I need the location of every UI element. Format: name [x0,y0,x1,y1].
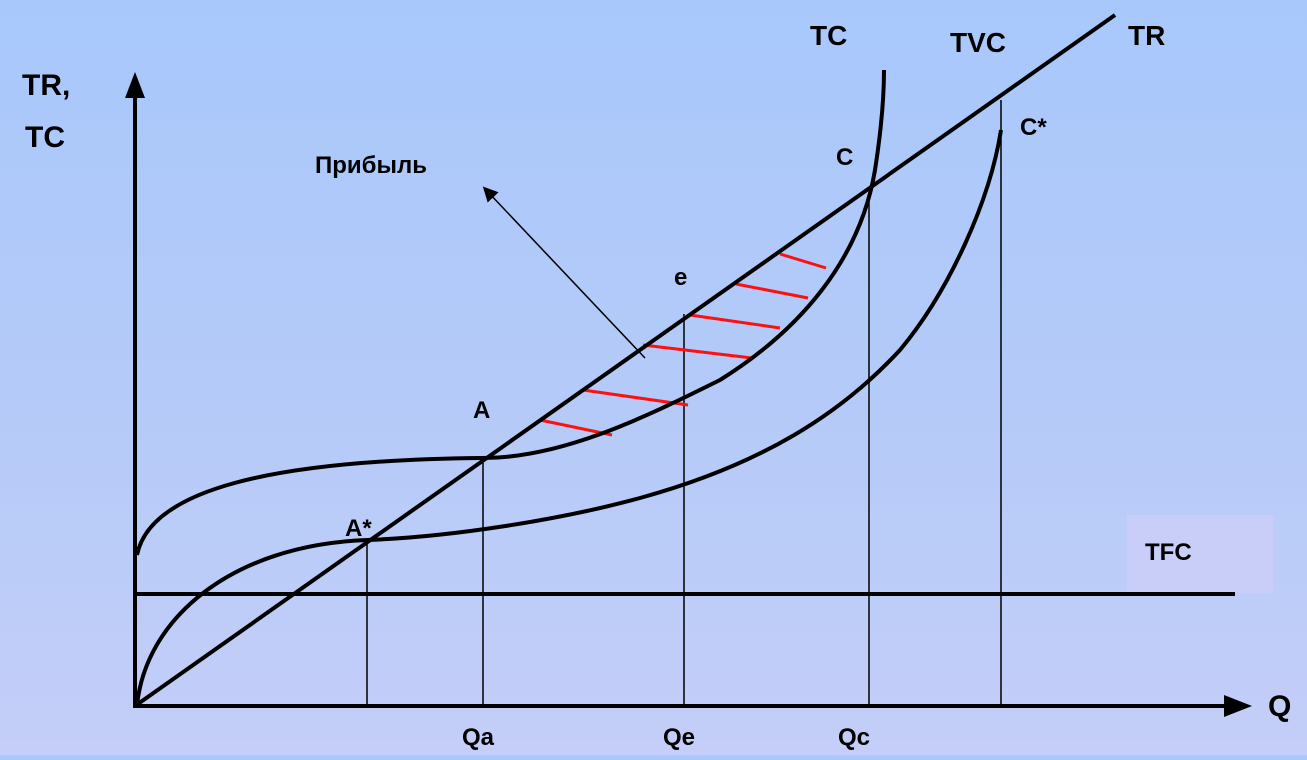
tick-qa-label: Qa [462,724,495,751]
tick-qe-label: Qe [663,724,695,751]
point-a-star-label: A* [345,515,372,542]
tc-curve-label: TC [810,20,847,51]
tr-curve-label: TR [1128,20,1165,51]
point-c-label: C [836,144,853,171]
tvc-curve-label: TVC [950,27,1006,58]
tc-curve [135,69,886,556]
y-axis-label-line1: TR, [22,69,70,102]
y-axis-label-line2: TC [25,121,65,154]
profit-arrow [482,186,646,359]
point-a-label: A [473,397,490,424]
y-axis-arrow-icon [125,72,145,98]
point-c-star-label: C* [1020,114,1047,141]
tick-qc-label: Qc [838,724,870,751]
tvc-curve [135,129,1003,707]
tfc-curve-label: TFC [1145,539,1192,566]
profit-annotation: Прибыль [315,152,427,179]
x-axis-arrow-icon [1224,695,1252,717]
tfc-label-box [1127,515,1273,593]
x-axis-label: Q [1268,690,1291,723]
tr-line [133,13,1117,708]
point-e-label: e [674,264,687,291]
